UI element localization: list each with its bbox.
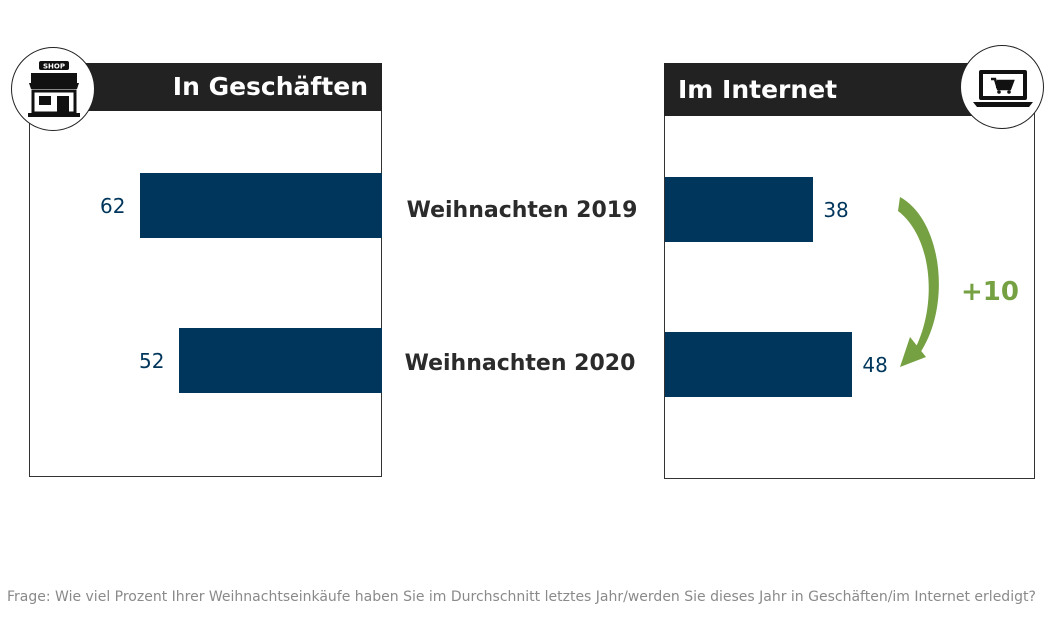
value-label-in-geschaeften-2020: 52 xyxy=(139,348,165,373)
bar-in-geschaeften-2020 xyxy=(179,328,382,393)
right-panel xyxy=(664,63,1035,479)
change-arrow xyxy=(898,197,939,367)
category-label-2019: Weihnachten 2019 xyxy=(406,198,638,223)
shop-icon: SHOP xyxy=(11,47,95,131)
bar-im-internet-2019 xyxy=(665,177,814,242)
right-panel-title: Im Internet xyxy=(678,75,838,104)
left-panel xyxy=(29,63,382,477)
bar-in-geschaeften-2019 xyxy=(140,173,382,238)
shop-sign-text: SHOP xyxy=(43,63,65,71)
value-label-im-internet-2019: 38 xyxy=(823,197,849,222)
change-label: +10 xyxy=(961,277,1019,307)
bar-im-internet-2020 xyxy=(665,332,853,397)
right-panel-header: Im Internet xyxy=(664,63,994,116)
category-label-2020: Weihnachten 2020 xyxy=(404,351,636,376)
value-label-im-internet-2020: 48 xyxy=(862,352,888,377)
footnote: Frage: Wie viel Prozent Ihrer Weihnachts… xyxy=(7,589,1036,605)
value-label-in-geschaeften-2019: 62 xyxy=(100,193,126,218)
left-panel-title: In Geschäften xyxy=(172,72,368,101)
laptop-cart-icon xyxy=(960,45,1044,129)
